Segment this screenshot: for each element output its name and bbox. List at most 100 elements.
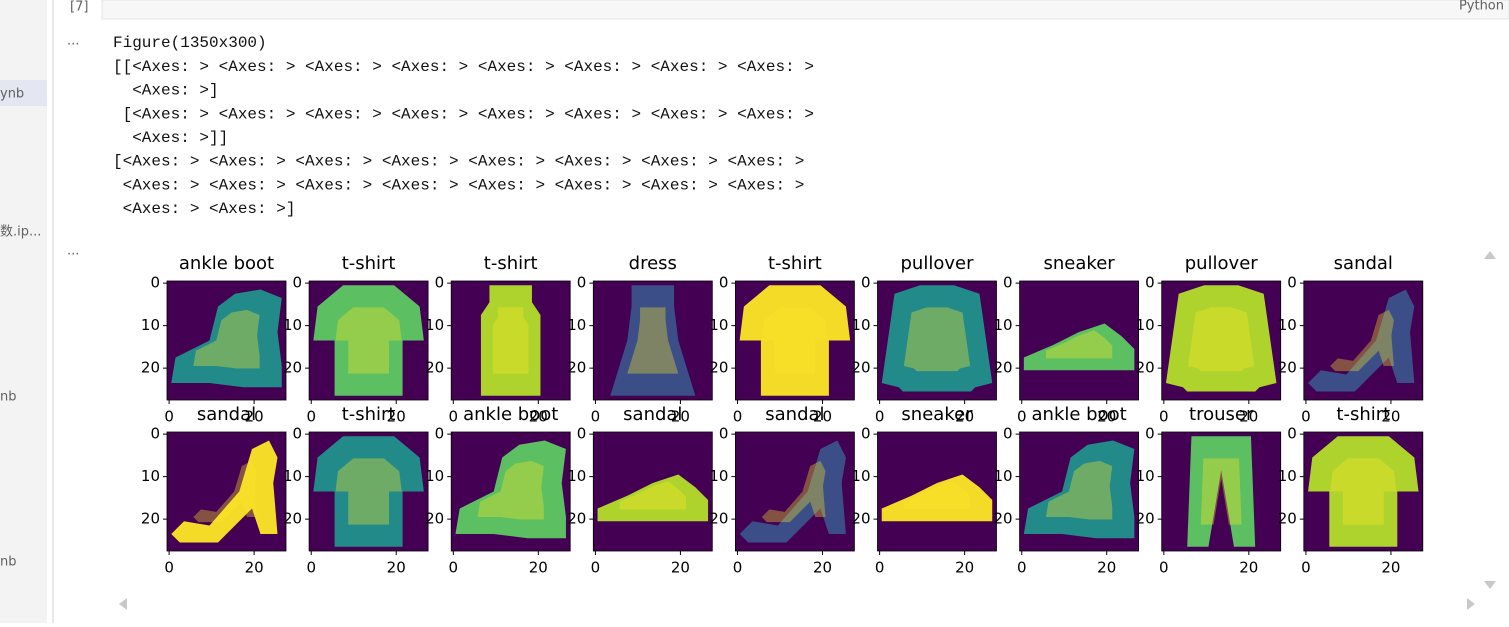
cell-language[interactable]: Python — [1459, 0, 1504, 14]
scroll-down[interactable] — [1484, 581, 1496, 589]
y-tick-label: 0 — [1003, 274, 1013, 292]
y-tick-label: 0 — [577, 274, 587, 292]
y-tick-label: 10 — [709, 467, 728, 485]
image-content — [313, 285, 424, 396]
image-highlight — [1045, 330, 1113, 359]
output-prompt[interactable]: ... — [67, 34, 79, 49]
axes-frame — [592, 280, 713, 401]
axes-frame — [308, 280, 429, 401]
y-tick-label: 10 — [851, 316, 870, 334]
x-tick-label: 20 — [245, 408, 264, 426]
y-tick-label: 0 — [435, 425, 445, 443]
axes-title: ankle boot — [179, 253, 274, 274]
image-highlight — [1200, 458, 1242, 525]
image-content — [739, 285, 851, 396]
axes-title: sandal — [765, 404, 824, 425]
x-tick-label: 0 — [875, 559, 885, 577]
image-content — [881, 285, 993, 392]
image-content — [455, 440, 566, 539]
axes: sneaker 0 10 20 0 20 — [851, 404, 997, 577]
axes: sandal 0 10 20 0 20 — [141, 404, 287, 577]
cell-border — [52, 0, 54, 623]
axes-frame — [1303, 280, 1424, 401]
axes: t-shirt 0 10 20 0 20 — [283, 253, 429, 426]
image-content — [1308, 289, 1415, 392]
y-tick-label: 0 — [577, 425, 587, 443]
image-content — [171, 289, 282, 388]
y-tick-label: 0 — [861, 425, 871, 443]
sidebar-item[interactable]: nb — [0, 390, 17, 405]
x-tick-label: 20 — [955, 559, 974, 577]
image-highlight — [761, 307, 829, 374]
image-highlight — [761, 460, 826, 523]
image-highlight — [335, 458, 402, 525]
x-tick-label: 20 — [387, 559, 406, 577]
y-tick-label: 0 — [293, 274, 303, 292]
x-tick-label: 20 — [955, 408, 974, 426]
axes: pullover 0 10 20 0 20 — [1136, 253, 1282, 426]
y-tick-label: 0 — [1287, 425, 1297, 443]
y-tick-label: 20 — [1278, 510, 1297, 528]
cell-input — [101, 0, 1509, 20]
y-tick-label: 20 — [425, 510, 444, 528]
scroll-left[interactable] — [119, 598, 127, 610]
output-line: [[<Axes: > <Axes: > <Axes: > <Axes: > <A… — [113, 58, 814, 76]
y-tick-label: 20 — [567, 510, 586, 528]
y-tick-label: 10 — [851, 467, 870, 485]
y-tick-label: 10 — [425, 467, 444, 485]
x-tick-label: 20 — [813, 559, 832, 577]
x-tick-label: 20 — [813, 408, 832, 426]
y-tick-label: 0 — [1287, 274, 1297, 292]
axes-title: sneaker — [901, 404, 973, 425]
x-tick-label: 20 — [671, 559, 690, 577]
y-tick-label: 10 — [709, 316, 728, 334]
image-content — [171, 440, 278, 543]
y-tick-label: 20 — [1278, 359, 1297, 377]
x-tick-label: 0 — [164, 408, 174, 426]
axes-title: t-shirt — [768, 253, 822, 274]
image-content — [1023, 440, 1135, 539]
sidebar-item[interactable]: ynb — [0, 87, 24, 102]
y-tick-label: 0 — [435, 274, 445, 292]
sidebar-item[interactable]: nb — [0, 555, 17, 570]
x-tick-label: 20 — [1097, 408, 1116, 426]
image-highlight — [1330, 309, 1394, 372]
y-tick-label: 20 — [1136, 510, 1155, 528]
image-content — [313, 436, 424, 547]
x-tick-label: 0 — [1017, 559, 1027, 577]
y-tick-label: 10 — [1278, 467, 1297, 485]
y-tick-label: 0 — [150, 274, 160, 292]
image-highlight — [903, 307, 971, 372]
y-tick-label: 20 — [994, 359, 1013, 377]
y-tick-label: 10 — [1136, 316, 1155, 334]
axes: sandal 0 10 20 0 20 — [709, 404, 855, 577]
output-line: [<Axes: > <Axes: > <Axes: > <Axes: > <Ax… — [113, 105, 814, 123]
y-tick-label: 20 — [709, 359, 728, 377]
y-tick-label: 20 — [709, 510, 728, 528]
y-tick-label: 0 — [861, 274, 871, 292]
output-prompt[interactable]: ... — [67, 244, 79, 259]
axes-title: pullover — [1185, 253, 1259, 274]
y-tick-label: 20 — [283, 359, 302, 377]
sidebar-item[interactable]: 数.ip... — [0, 225, 41, 240]
scroll-up[interactable] — [1484, 251, 1496, 259]
y-tick-label: 20 — [851, 359, 870, 377]
axes: t-shirt 0 10 20 0 20 — [425, 253, 571, 426]
x-tick-label: 0 — [1159, 559, 1169, 577]
image-highlight — [492, 307, 529, 374]
y-tick-label: 10 — [141, 316, 160, 334]
y-tick-label: 10 — [994, 316, 1013, 334]
x-tick-label: 20 — [1239, 559, 1258, 577]
axes-frame — [877, 431, 997, 552]
scroll-right[interactable] — [1467, 598, 1475, 610]
axes-frame — [877, 280, 997, 401]
axes-frame — [592, 431, 713, 552]
x-tick-label: 0 — [306, 408, 316, 426]
image-content — [597, 474, 709, 522]
output-line: <Axes: >]] — [113, 129, 228, 147]
axes-frame — [166, 431, 287, 552]
x-tick-label: 20 — [1097, 559, 1116, 577]
